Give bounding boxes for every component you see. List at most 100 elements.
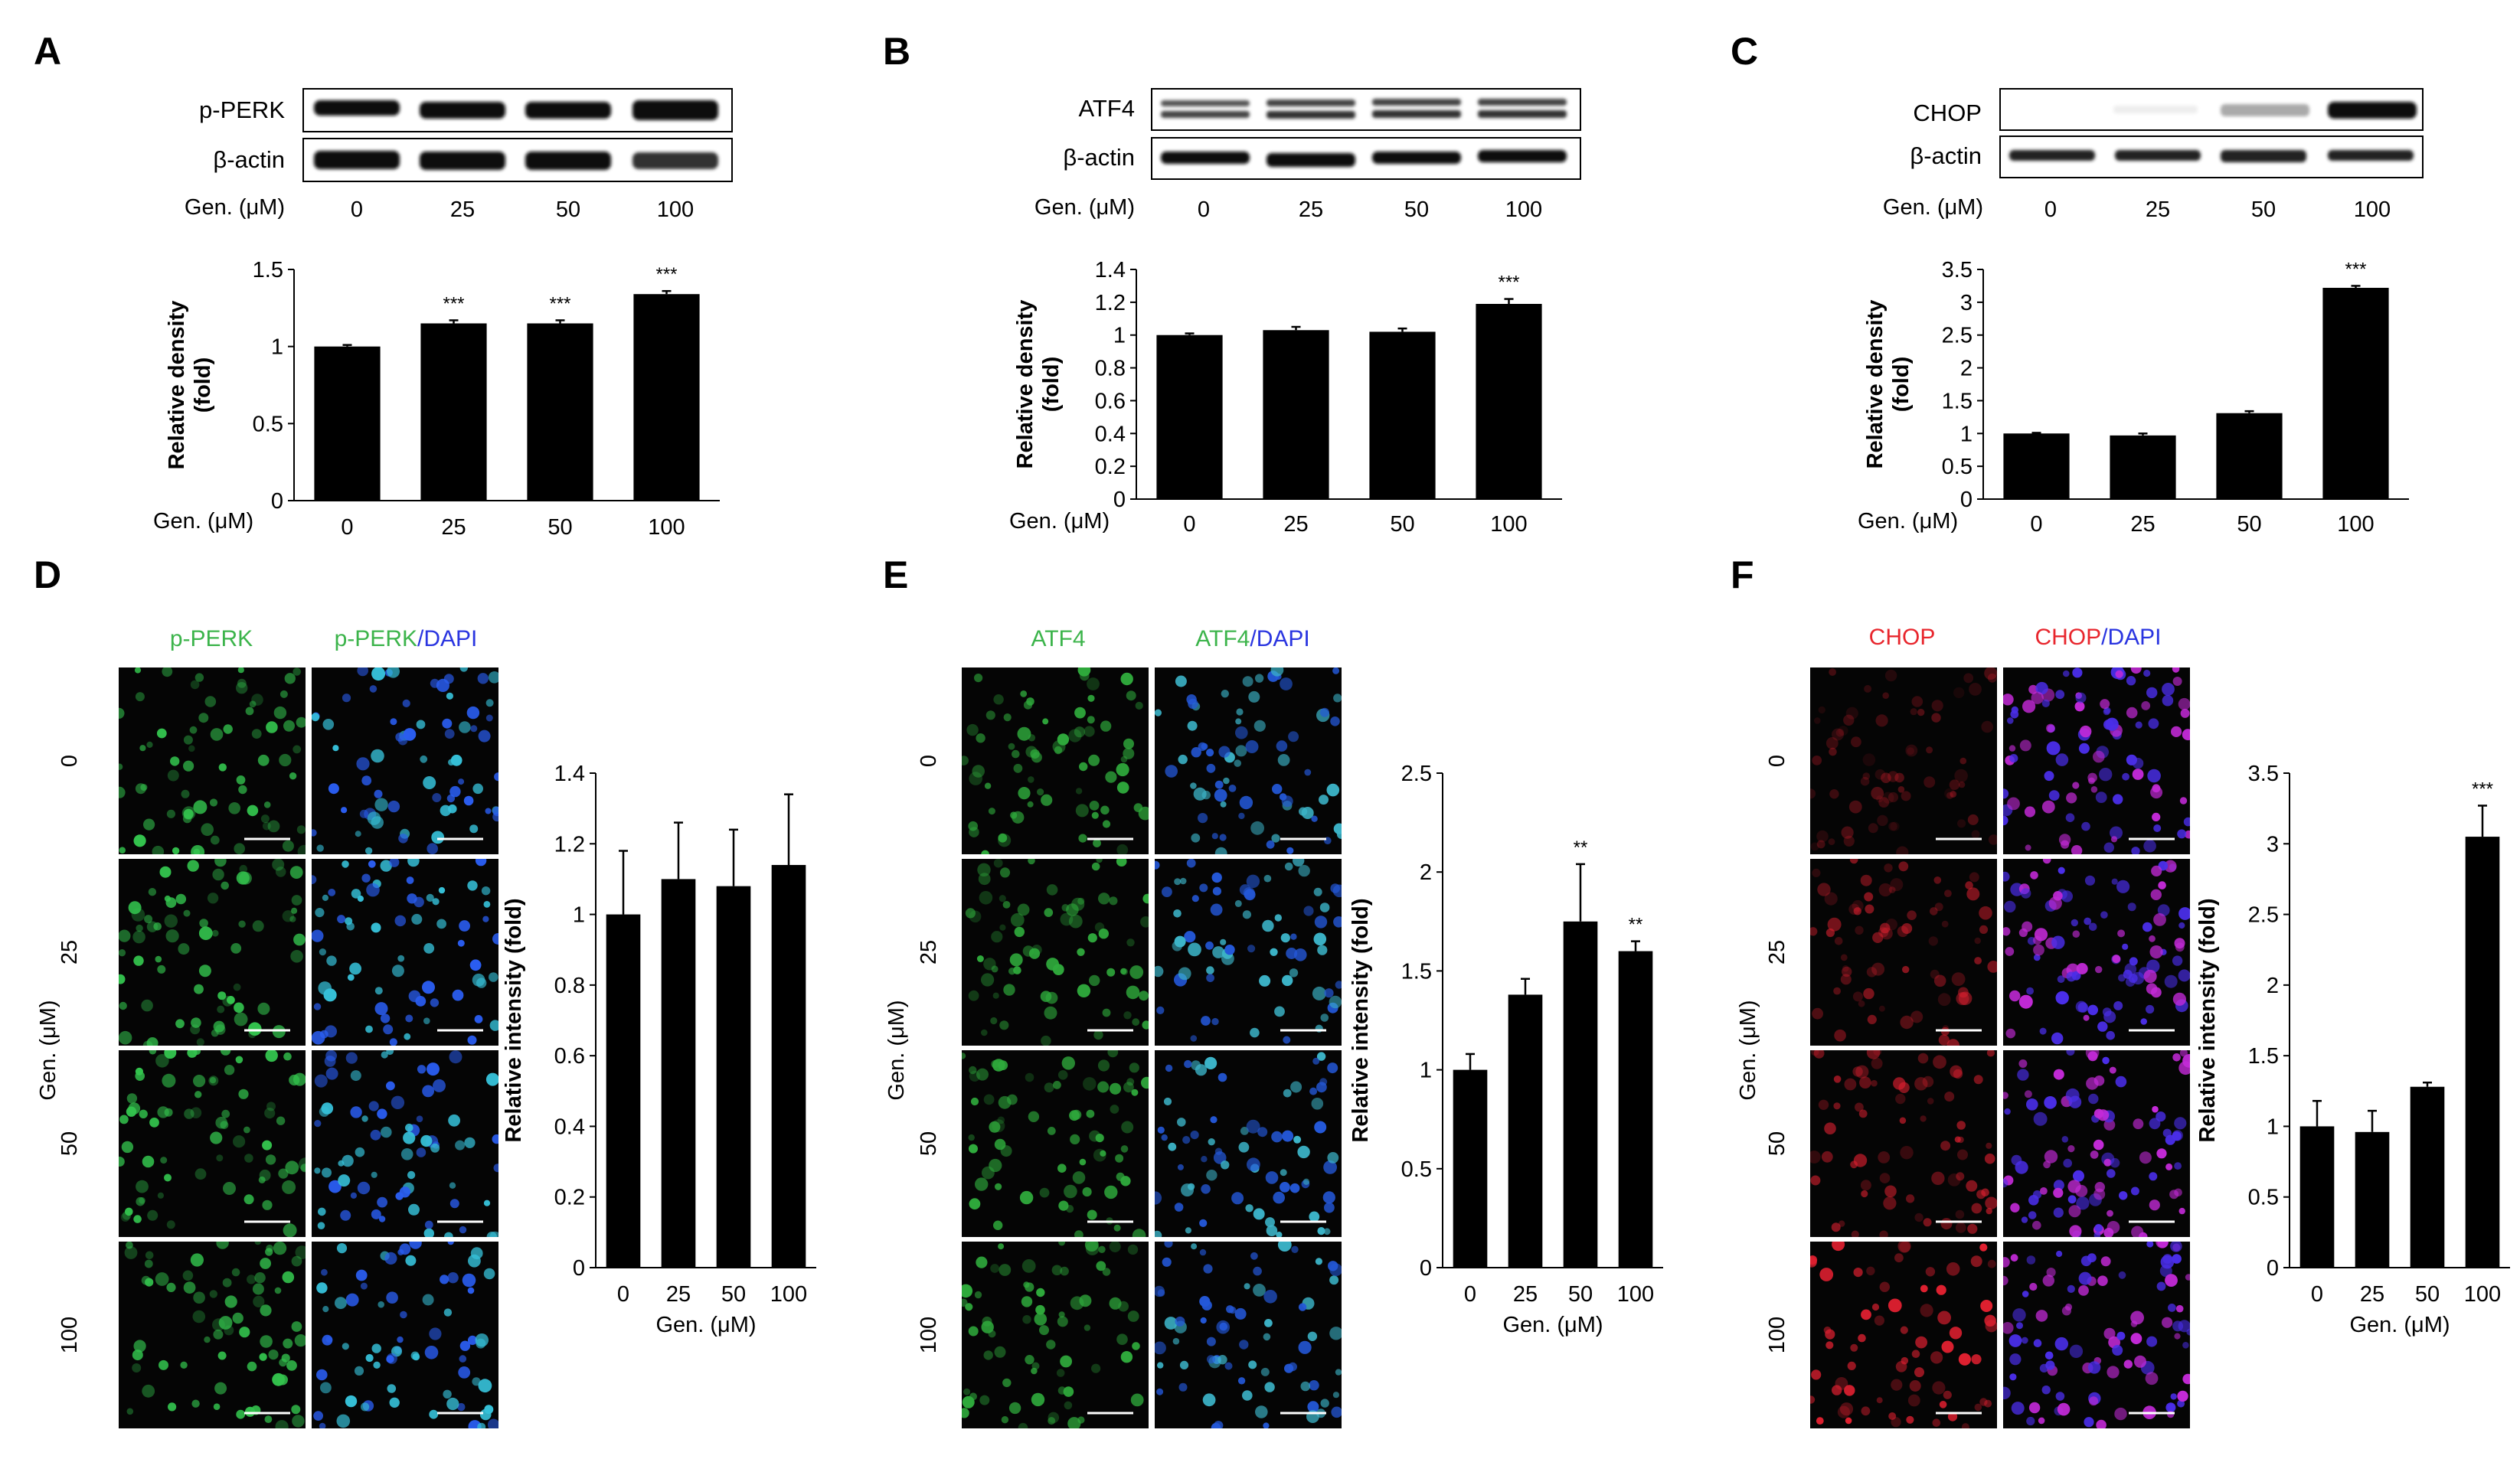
micrograph-d-25-merge <box>312 859 498 1046</box>
micrograph-e-25-merge <box>1155 859 1342 1046</box>
micrograph-d-25-marker <box>119 859 306 1046</box>
micrograph-f-100-marker <box>1810 1242 1997 1428</box>
micrograph-f-25-merge <box>2003 859 2190 1046</box>
chart-c-ytick-label: 0 <box>1960 488 1973 512</box>
chart-c-ylabel-line-1: Relative density <box>1863 300 1888 469</box>
chart-a-bar-100 <box>633 294 700 501</box>
blot-a-dose-50: 50 <box>556 197 580 222</box>
chart-b-bar-100 <box>1476 304 1542 499</box>
chart-c-xtick-100: 100 <box>2337 512 2374 537</box>
micrograph-f-50-merge <box>2003 1050 2190 1237</box>
micrograph-e-100-marker <box>962 1242 1149 1428</box>
micro-e-row-dose-label: 100 <box>917 1317 941 1353</box>
chart-e-xtick-25: 25 <box>1513 1282 1538 1307</box>
chart-b: 0 0.2 0.4 0.6 0.8 1 1.2 1.4 0 25 50 *** 100 Gen. (μM)… <box>1009 258 1562 537</box>
chart-d-ytick-label: 0.6 <box>554 1044 585 1069</box>
chart-b-ytick-label: 0.8 <box>1095 357 1126 381</box>
blot-a-dose-25: 25 <box>450 197 475 222</box>
blot-b-dose-0: 0 <box>1198 197 1210 222</box>
blot-c-dose-25: 25 <box>2146 197 2170 222</box>
blot-c-dose-50: 50 <box>2251 197 2276 222</box>
micro-f-row-dose-label: 50 <box>1765 1131 1789 1156</box>
micrograph-e-50-marker <box>962 1050 1149 1237</box>
chart-c-ytick-label: 0.5 <box>1942 455 1973 479</box>
chart-f-xtick-25: 25 <box>2360 1282 2384 1307</box>
chart-f-ytick-label: 3.5 <box>2248 762 2279 786</box>
chart-d-xtick-0: 0 <box>617 1282 629 1307</box>
chart-e-xtick-0: 0 <box>1464 1282 1476 1307</box>
blot-c-band2-label: β-actin <box>1910 142 1982 169</box>
d-channel-1-label: p-PERK <box>170 626 253 651</box>
chart-b-ytick-label: 0 <box>1113 488 1126 512</box>
micrograph-e-50-merge <box>1155 1050 1342 1237</box>
chart-e-bar-25 <box>1508 994 1543 1268</box>
chart-f-ytick-label: 1 <box>2267 1115 2279 1139</box>
micrograph-e-100-merge <box>1155 1242 1342 1428</box>
chart-e-sig-100: ** <box>1629 915 1643 935</box>
chart-d-ytick-label: 0.8 <box>554 974 585 998</box>
blot-a-dose-100: 100 <box>657 197 694 222</box>
chart-a-xtick-25: 25 <box>441 515 466 540</box>
chart-b-ytick-label: 1 <box>1113 324 1126 348</box>
blot-a-gen-label: Gen. (μM) <box>185 195 285 220</box>
micro-grid-f: Gen. (μM) 0 25 50 100 <box>1736 667 2190 1428</box>
chart-e-sig-50: ** <box>1574 837 1588 858</box>
chart-f-ytick-label: 2 <box>2267 974 2279 998</box>
chart-e-xtick-50: 50 <box>1568 1282 1593 1307</box>
chart-d-xtick-100: 100 <box>770 1282 807 1307</box>
d-channel-2-marker: p-PERK <box>335 626 417 651</box>
blot-c-dose-0: 0 <box>2044 197 2057 222</box>
chart-f-xlabel: Gen. (μM) <box>2349 1313 2450 1337</box>
chart-f-ytick-label: 0 <box>2267 1256 2279 1281</box>
chart-b-xlabel: Gen. (μM) <box>1009 509 1110 534</box>
e-channel-2-marker: ATF4 <box>1195 626 1250 651</box>
micrograph-f-50-marker <box>1810 1050 1997 1237</box>
chart-c-ylabel-line-2: (fold) <box>1889 357 1914 412</box>
chart-b-ytick-label: 1.2 <box>1095 291 1126 315</box>
chart-a-bar-50 <box>527 323 593 501</box>
chart-e-xlabel: Gen. (μM) <box>1502 1313 1603 1337</box>
micro-f-dose-axis-title: Gen. (μM) <box>1736 1000 1760 1100</box>
f-channel-2-dapi: /DAPI <box>2101 625 2161 650</box>
micro-headers: p-PERK p-PERK/DAPI ATF4 ATF4/DAPI CHOP C… <box>170 625 2162 651</box>
panel-letter-e: E <box>883 553 908 596</box>
chart-c: 0 0.5 1 1.5 2 2.5 3 3.5 0 25 50 *** 100 Gen. (μM) Rela… <box>1858 258 2409 537</box>
chart-e-ytick-label: 1 <box>1420 1059 1432 1083</box>
chart-e: 0 0.5 1 1.5 2 2.5 0 25 ** 50 ** 100 Gen. (μM) Relativ… <box>1348 762 1663 1337</box>
blot-a: p-PERK β-actin Gen. (μM) 0 25 50 100 <box>185 88 733 222</box>
chart-d-bar-100 <box>771 864 806 1268</box>
chart-a-bar-0 <box>314 346 381 501</box>
micrograph-f-0-marker <box>1810 667 1997 854</box>
chart-f-ytick-label: 2.5 <box>2248 903 2279 928</box>
chart-b-ylabel-line-2: (fold) <box>1039 357 1064 412</box>
chart-e-bar-50 <box>1563 921 1598 1268</box>
micro-f-row-dose-label: 0 <box>1765 755 1789 767</box>
chart-c-bar-50 <box>2216 413 2283 499</box>
chart-b-xtick-25: 25 <box>1283 512 1308 537</box>
chart-f-sig-100: *** <box>2472 778 2493 799</box>
chart-c-bar-0 <box>2003 433 2070 499</box>
chart-c-ytick-label: 1 <box>1960 422 1973 446</box>
chart-a-sig-25: *** <box>443 293 464 314</box>
blot-b: ATF4 β-actin Gen. (μM) 0 25 50 100 <box>1034 88 1581 222</box>
blot-c: CHOP β-actin Gen. (μM) 0 25 50 100 <box>1883 88 2424 222</box>
chart-c-bar-100 <box>2322 288 2389 499</box>
chart-d-ytick-label: 0.4 <box>554 1115 585 1139</box>
micrograph-d-100-marker <box>119 1242 306 1428</box>
chart-a-xtick-0: 0 <box>341 515 353 540</box>
chart-e-ytick-label: 0.5 <box>1401 1157 1432 1182</box>
chart-f-bar-50 <box>2410 1086 2445 1268</box>
blot-b-dose-25: 25 <box>1299 197 1323 222</box>
chart-e-bar-100 <box>1618 951 1653 1268</box>
chart-d-ytick-label: 0 <box>573 1256 585 1281</box>
chart-b-xtick-0: 0 <box>1183 512 1195 537</box>
micro-e-row-dose-label: 0 <box>917 755 941 767</box>
chart-b-xtick-50: 50 <box>1390 512 1414 537</box>
d-channel-2-label: p-PERK/DAPI <box>335 626 478 651</box>
chart-d-ytick-label: 1.2 <box>554 832 585 857</box>
micrograph-d-50-marker <box>119 1050 306 1237</box>
e-channel-2-dapi: /DAPI <box>1250 626 1309 651</box>
chart-b-xtick-100: 100 <box>1490 512 1527 537</box>
chart-b-bar-50 <box>1369 331 1436 499</box>
chart-a-sig-50: *** <box>549 293 570 314</box>
